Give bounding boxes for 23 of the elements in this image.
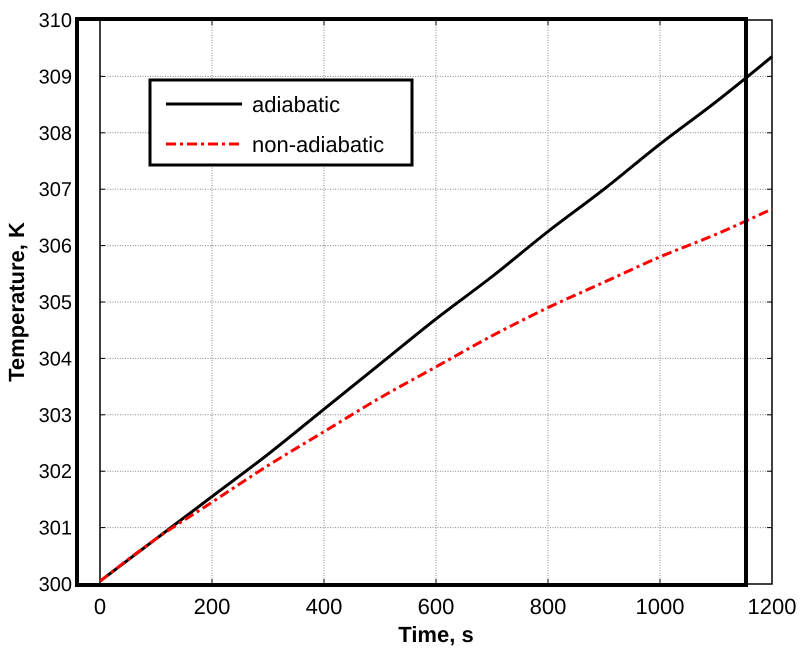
y-tick-label: 302 [38, 461, 72, 484]
y-tick-label: 303 [38, 404, 72, 427]
x-tick-label: 600 [418, 594, 454, 619]
line-series [98, 207, 774, 583]
x-axis-title: Time, s [398, 622, 474, 647]
legend-label: adiabatic [252, 92, 340, 117]
x-tick-label: 400 [306, 594, 342, 619]
y-tick-label: 309 [38, 66, 72, 88]
x-tick-label: 1000 [636, 594, 684, 619]
y-tick-label: 307 [38, 179, 72, 202]
x-tick-label: 0 [94, 594, 106, 619]
y-tick-label: 301 [38, 518, 72, 540]
y-tick-label: 300 [38, 574, 72, 596]
y-tick-label: 306 [38, 236, 72, 258]
y-tick-label: 308 [38, 122, 72, 145]
y-tick-label: 310 [38, 10, 72, 32]
y-tick-label: 305 [38, 292, 72, 314]
y-tick-label: 304 [38, 348, 72, 370]
legend-label: non-adiabatic [252, 132, 384, 157]
y-axis-title: Temperature, K [4, 222, 29, 382]
x-tick-label: 800 [530, 594, 566, 619]
x-tick-label: 1200 [748, 594, 796, 619]
x-tick-label: 200 [194, 594, 230, 619]
